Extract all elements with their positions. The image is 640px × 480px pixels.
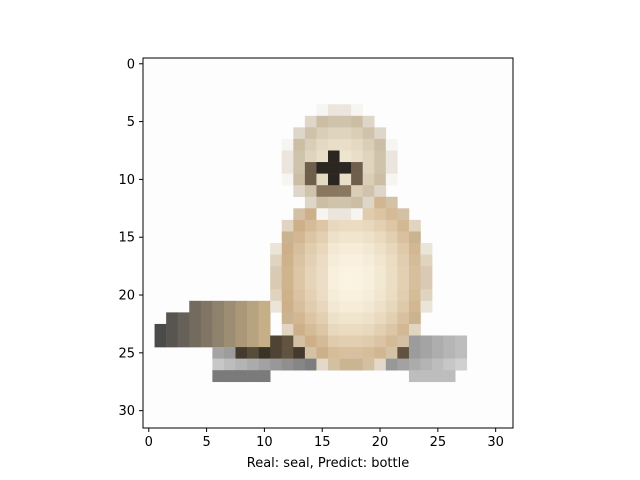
x-tick-label: 15 xyxy=(314,435,331,450)
y-tick-label: 10 xyxy=(118,173,135,188)
y-tick-label: 0 xyxy=(127,57,135,72)
x-axis-label: Real: seal, Predict: bottle xyxy=(247,456,409,471)
y-axis: 0 5 10 15 20 25 30 xyxy=(118,57,143,419)
y-tick-label: 25 xyxy=(118,346,135,361)
x-tick-label: 10 xyxy=(256,435,273,450)
x-tick-label: 30 xyxy=(487,435,504,450)
axes-frame xyxy=(142,57,514,429)
x-axis: 0 5 10 15 20 25 30 xyxy=(145,428,504,450)
x-tick-label: 20 xyxy=(372,435,389,450)
x-tick-label: 0 xyxy=(145,435,153,450)
y-tick-label: 15 xyxy=(118,231,135,246)
y-tick-label: 30 xyxy=(118,404,135,419)
y-tick-label: 20 xyxy=(118,289,135,304)
seal-pixel-image xyxy=(143,58,513,428)
x-tick-label: 5 xyxy=(202,435,210,450)
x-tick-label: 25 xyxy=(430,435,447,450)
y-tick-label: 5 xyxy=(127,115,135,130)
